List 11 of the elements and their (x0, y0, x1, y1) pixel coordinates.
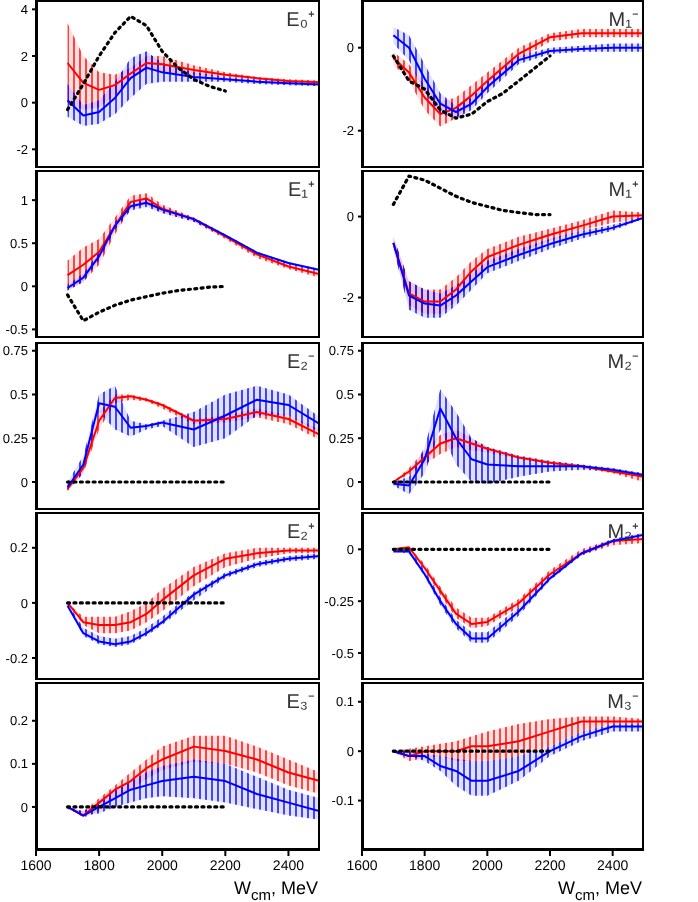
text: E₀⁺ (286, 8, 314, 32)
text: E₂⁺ (286, 519, 314, 544)
x-axis-title: W$_{cm}$, MeV (557, 878, 642, 902)
text: E₂⁻ (286, 349, 314, 374)
x-axis-title: W$_{cm}$, MeV (233, 878, 318, 902)
text: M₁⁺ (608, 178, 638, 203)
text: M₃⁻ (607, 690, 638, 715)
text: E₃⁻ (286, 690, 314, 715)
text: M₂⁻ (607, 349, 638, 374)
text: M₁⁻ (608, 8, 638, 32)
text: E₁⁺ (287, 178, 314, 203)
